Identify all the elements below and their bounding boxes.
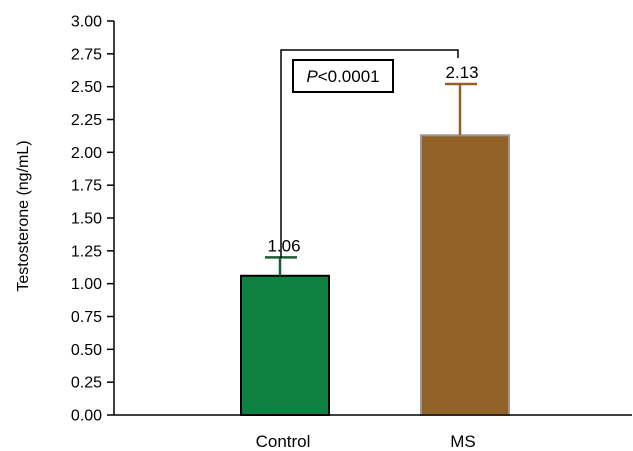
bar-ms <box>420 134 510 416</box>
p-value-text: P<0.0001 <box>306 67 379 86</box>
data-label-control: 1.06 <box>267 236 300 255</box>
y-tick-label: 3.00 <box>71 14 102 31</box>
y-tick-label: 1.50 <box>71 211 102 228</box>
category-labels: Control MS <box>256 432 476 451</box>
bar-control <box>240 274 330 416</box>
y-axis-ticks: 0.00 0.25 0.50 0.75 1.00 1.25 1.50 1.75 2.00 2.25… <box>71 14 114 425</box>
y-tick-label: 0.75 <box>71 309 102 326</box>
y-tick-label: 1.00 <box>71 276 102 293</box>
y-tick-label: 2.00 <box>71 145 102 162</box>
y-tick-label: 0.25 <box>71 375 102 392</box>
y-tick-label: 2.25 <box>71 112 102 129</box>
y-tick-label: 2.75 <box>71 46 102 63</box>
significance-annotation: P<0.0001 <box>280 49 459 258</box>
data-labels: 1.06 2.13 <box>267 63 478 255</box>
x-category-label: MS <box>450 432 476 451</box>
y-tick-label: 0.50 <box>71 342 102 359</box>
y-tick-label: 0.00 <box>71 408 102 425</box>
y-tick-label: 1.75 <box>71 178 102 195</box>
x-category-label: Control <box>256 432 311 451</box>
bars <box>240 134 510 416</box>
y-tick-label: 1.25 <box>71 243 102 260</box>
significance-bracket <box>280 49 459 258</box>
data-label-ms: 2.13 <box>445 63 478 82</box>
y-tick-label: 2.50 <box>71 79 102 96</box>
y-axis-label: Testosterone (ng/mL) <box>15 140 32 291</box>
p-value-box <box>292 59 394 93</box>
